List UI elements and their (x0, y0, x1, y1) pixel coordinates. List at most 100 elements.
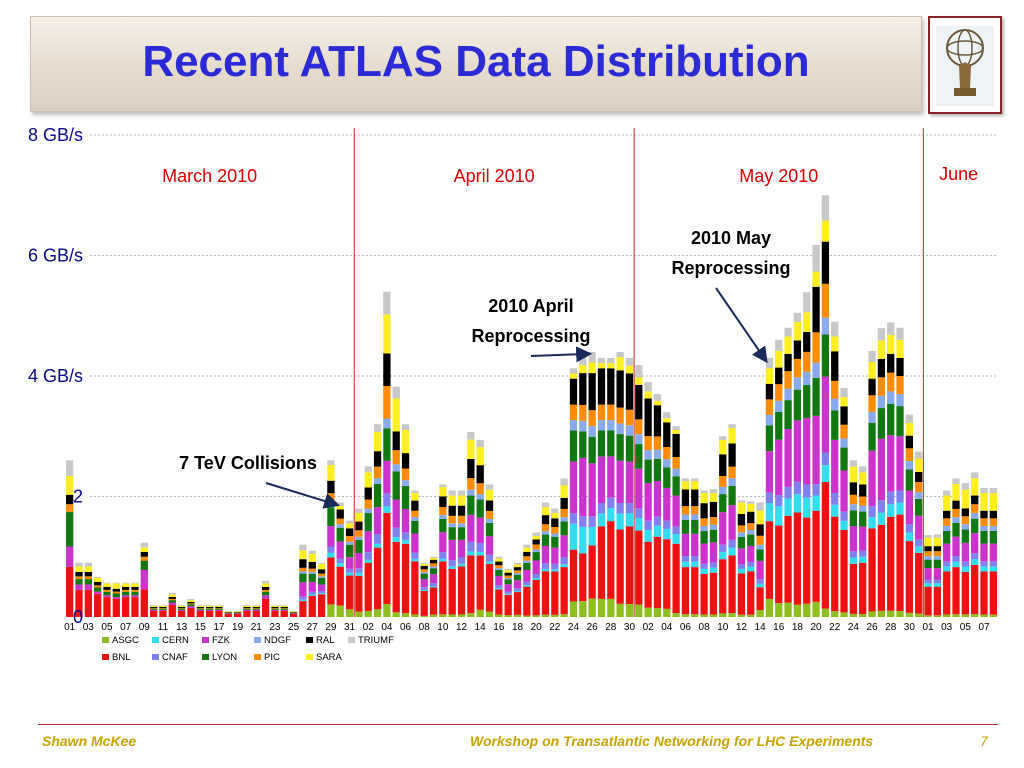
bar-segment-ral (299, 559, 307, 568)
annotation-text: Reprocessing (471, 326, 590, 346)
bar-segment-pic (859, 496, 867, 506)
bar-segment-asgc (495, 614, 503, 617)
bar-segment-ndgf (457, 523, 466, 528)
bar-segment-triumf (915, 451, 923, 459)
month-label: May 2010 (739, 166, 818, 186)
bar-segment-ral (737, 513, 746, 526)
bar-segment-sara (821, 220, 830, 242)
bar-segment-triumf (140, 542, 148, 548)
x-tick-label: 15 (195, 622, 207, 633)
bar-segment-ral (569, 378, 578, 405)
bar-segment-asgc (616, 603, 624, 617)
bar-segment-cnaf (663, 520, 671, 529)
bar-segment-ral (523, 551, 531, 557)
bar-segment-asgc (943, 614, 951, 617)
bar-segment-cern (597, 513, 606, 527)
x-tick-label: 29 (325, 622, 337, 633)
bar-segment-pic (943, 518, 951, 526)
bar-segment-cnaf (915, 539, 923, 547)
bar-segment-bnl (140, 589, 148, 617)
bar-segment-sara (728, 428, 736, 444)
bar-segment-lyon (94, 587, 102, 592)
bar-segment-ndgf (383, 418, 391, 429)
bar-segment-pic (299, 567, 307, 572)
chart: March 2010 April 2010 May 2010 June 024 GB/… (28, 125, 998, 663)
bar-segment-ndgf (952, 517, 960, 523)
bar-segment-cern (401, 539, 410, 544)
bar-segment-sara (943, 495, 951, 511)
x-tick-label: 25 (288, 622, 300, 633)
bar-segment-ral (439, 496, 447, 507)
bar-segment-lyon (112, 593, 120, 598)
bar-segment-asgc (383, 603, 391, 617)
bar-segment-ndgf (943, 525, 951, 531)
annotation-arrow (265, 482, 341, 509)
bar-segment-triumf (355, 508, 363, 513)
month-label: April 2010 (454, 166, 535, 186)
bar-segment-cnaf (532, 573, 540, 579)
bar-segment-pic (485, 510, 494, 519)
bar-segment-lyon (140, 560, 148, 571)
bar-segment-triumf (980, 487, 988, 493)
bar-segment-bnl (840, 530, 848, 613)
bar-segment-lyon (588, 436, 596, 464)
bar-segment-bnl (112, 598, 120, 617)
bar-segment-cnaf (485, 554, 494, 562)
bar-segment-fzk (196, 609, 204, 611)
bar-segment-asgc (364, 610, 372, 617)
bar-segment-fzk (952, 536, 960, 557)
bar-segment-cern (383, 506, 391, 513)
bar-segment-bnl (775, 525, 783, 604)
bar-segment-pic (429, 563, 438, 567)
bar-segment-bnl (989, 571, 997, 615)
bar-segment-bnl (868, 528, 876, 612)
bar-segment-ral (94, 581, 102, 586)
bar-segment-sara (513, 564, 522, 568)
bar-segment-asgc (709, 614, 718, 617)
bar-segment-sara (700, 493, 708, 504)
bar-segment-cern (336, 563, 344, 567)
bar-segment-sara (495, 558, 503, 562)
bar-segment-ndgf (541, 531, 550, 535)
bar-segment-triumf (196, 604, 204, 606)
bar-segment-triumf (821, 195, 830, 221)
bar-segment-sara (607, 363, 615, 369)
bar-segment-cnaf (672, 526, 680, 535)
bar-segment-triumf (131, 582, 139, 584)
bar-segment-pic (523, 556, 531, 561)
bar-segment-bnl (709, 572, 718, 615)
bar-segment-fzk (289, 613, 298, 614)
bar-segment-cern (476, 551, 484, 556)
bar-segment-bnl (504, 594, 512, 616)
bar-segment-fzk (131, 595, 139, 598)
bar-segment-triumf (159, 604, 167, 606)
bar-segment-bnl (859, 562, 867, 614)
bar-segment-fzk (784, 429, 792, 487)
bar-segment-cnaf (905, 524, 914, 533)
bar-segment-fzk (467, 514, 475, 542)
bar-segment-lyon (308, 573, 316, 582)
bar-segment-ndgf (859, 505, 867, 512)
bar-segment-pic (691, 506, 699, 515)
legend: ASGC CERN FZK NDGF RAL TRIUMF BNL CNAF LYON PIC SA… (102, 635, 394, 663)
bar-segment-fzk (243, 609, 251, 611)
bar-segment-sara (317, 563, 326, 570)
bar-segment-asgc (924, 615, 932, 617)
bar-segment-triumf (84, 562, 92, 567)
bar-segment-asgc (691, 614, 699, 617)
bar-segment-cnaf (784, 486, 792, 499)
bar-segment-asgc (821, 608, 830, 617)
bar-segment-asgc (849, 613, 858, 617)
bar-segment-sara (924, 537, 932, 547)
bar-segment-sara (429, 557, 438, 560)
bar-segment-cnaf (569, 513, 578, 524)
bar-segment-fzk (961, 542, 969, 562)
bar-segment-triumf (103, 582, 111, 584)
bar-segment-ral (905, 435, 914, 449)
bar-segment-sara (709, 493, 718, 502)
bar-segment-lyon (905, 469, 914, 491)
bar-segment-ndgf (495, 568, 503, 571)
annotation-arrow (530, 346, 593, 363)
bar-segment-pic (94, 585, 102, 588)
bar-segment-triumf (700, 490, 708, 494)
